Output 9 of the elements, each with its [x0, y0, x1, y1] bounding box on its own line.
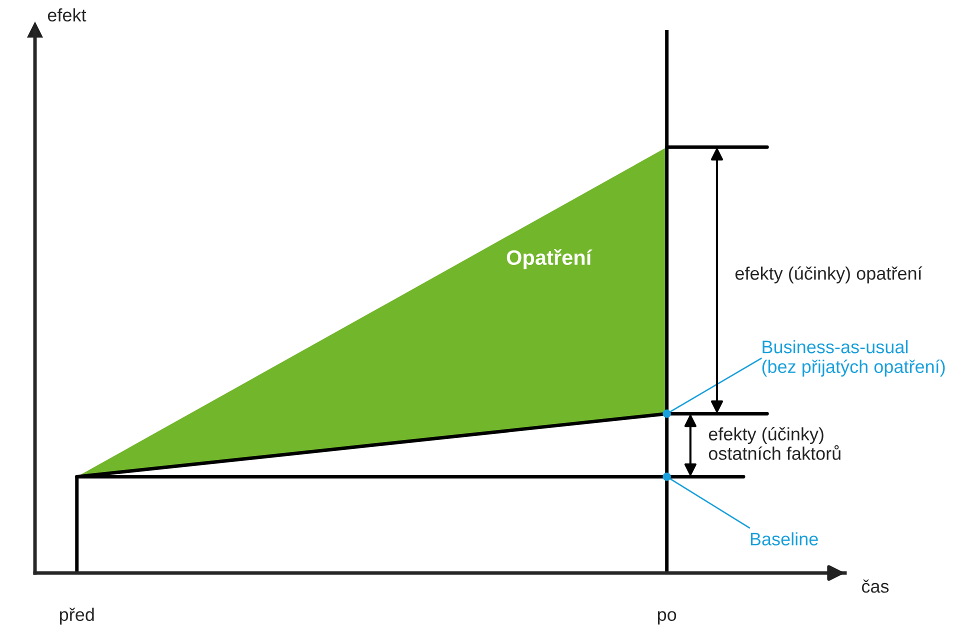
- annotation: efekty (účinky) opatření: [735, 266, 922, 284]
- annotation: Business-as-usual (bez přijatých opatření): [762, 340, 945, 377]
- x-axis-title: čas: [862, 579, 889, 593]
- x-tick-label: po: [658, 611, 676, 625]
- annotation: efekty (účinky) ostatních faktorů: [708, 426, 840, 460]
- x-tick-label: před: [60, 608, 94, 625]
- series-label: Opatření: [506, 249, 592, 270]
- annotation: Baseline: [750, 532, 818, 546]
- text: efekt: [48, 8, 86, 22]
